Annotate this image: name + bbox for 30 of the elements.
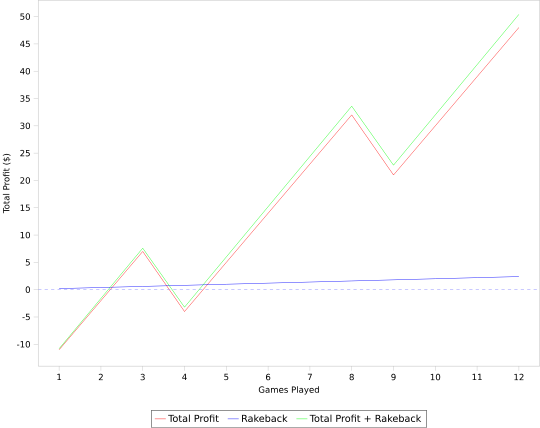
legend-label: Total Profit [168,414,219,422]
y-tick-label: -5 [22,314,30,320]
x-axis-title: Games Played [258,386,319,395]
x-tick-label: 9 [391,374,396,380]
y-tick-label: 35 [20,95,30,102]
y-tick-label: 45 [20,40,30,48]
x-tick-label: 2 [98,374,103,380]
x-tick-label: 5 [224,374,228,380]
y-tick-label: 25 [20,150,30,157]
x-tick-label: 8 [350,374,354,380]
y-tick-label: 0 [26,286,30,294]
y-tick-label: 50 [20,14,30,20]
x-tick-label: 10 [430,374,440,380]
x-tick-label: 3 [140,374,145,380]
x-tick-label: 1 [57,374,62,380]
y-axis-title: Total Profit ($) [2,154,11,214]
y-tick-label: 10 [20,232,30,238]
y-tick-label: 30 [20,122,30,130]
x-tick-label: 11 [472,374,482,380]
x-tick-label: 4 [182,374,187,380]
y-tick-label: -10 [16,341,30,348]
x-tick-label: 12 [514,374,524,380]
legend-label: Total Profit + Rakeback [310,414,422,422]
y-tick-label: 20 [20,177,30,184]
y-tick-label: 15 [20,204,30,212]
legend-label: Rakeback [242,414,288,422]
x-tick-label: 6 [266,374,270,380]
x-tick-label: 7 [308,374,312,380]
y-tick-label: 5 [26,259,30,266]
y-tick-label: 40 [20,68,30,75]
